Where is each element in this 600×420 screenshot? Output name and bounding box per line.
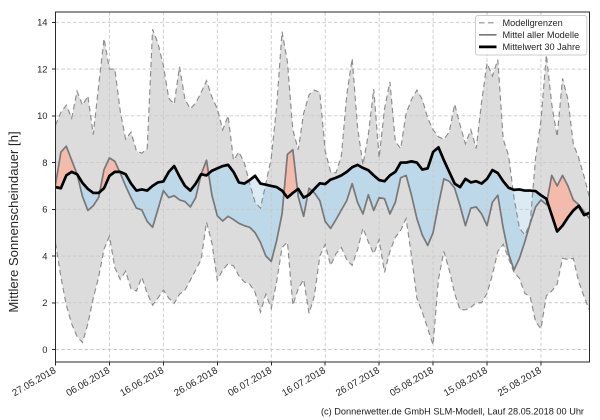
svg-text:Mittlere Sonnenscheindauer [h]: Mittlere Sonnenscheindauer [h] [6, 131, 21, 312]
svg-text:4: 4 [42, 250, 47, 261]
svg-text:8: 8 [42, 157, 47, 168]
svg-text:(c) Donnerwetter.de GmbH SLM-M: (c) Donnerwetter.de GmbH SLM-Modell, Lau… [321, 407, 584, 417]
svg-text:0: 0 [42, 344, 47, 355]
svg-text:14: 14 [37, 17, 47, 28]
svg-text:6: 6 [42, 204, 47, 215]
svg-text:Mittel aller Modelle: Mittel aller Modelle [503, 30, 580, 40]
svg-text:2: 2 [42, 297, 47, 308]
svg-text:10: 10 [37, 110, 47, 121]
svg-text:Mittelwert 30 Jahre: Mittelwert 30 Jahre [503, 42, 581, 52]
svg-text:Modellgrenzen: Modellgrenzen [503, 18, 563, 28]
svg-text:12: 12 [37, 63, 47, 74]
